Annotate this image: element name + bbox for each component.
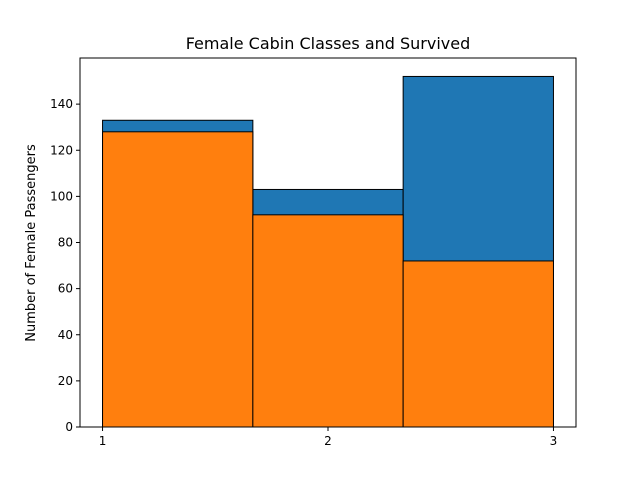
x-tick-label: 3	[550, 434, 558, 448]
plot-frame	[79, 57, 577, 428]
bar-series-1-bin-0	[102, 131, 254, 428]
x-tick-label: 2	[324, 434, 332, 448]
x-tick-label: 1	[99, 434, 107, 448]
y-tick-label: 40	[58, 328, 73, 342]
y-tick-label: 60	[58, 282, 73, 296]
y-tick-label: 80	[58, 236, 73, 250]
y-tick-label: 140	[50, 97, 73, 111]
y-tick-label: 0	[65, 420, 73, 434]
bar-series-1-bin-1	[252, 214, 404, 428]
y-tick-label: 20	[58, 374, 73, 388]
y-tick-label: 100	[50, 189, 73, 203]
chart-title: Female Cabin Classes and Survived	[186, 34, 471, 53]
bars	[102, 75, 554, 428]
bar-series-1-bin-2	[402, 260, 554, 428]
ticks: 1 2 3 0 20 40 60 80 100 120 140	[50, 97, 557, 448]
y-axis-label: Number of Female Passengers	[24, 144, 39, 342]
y-tick-label: 120	[50, 143, 73, 157]
